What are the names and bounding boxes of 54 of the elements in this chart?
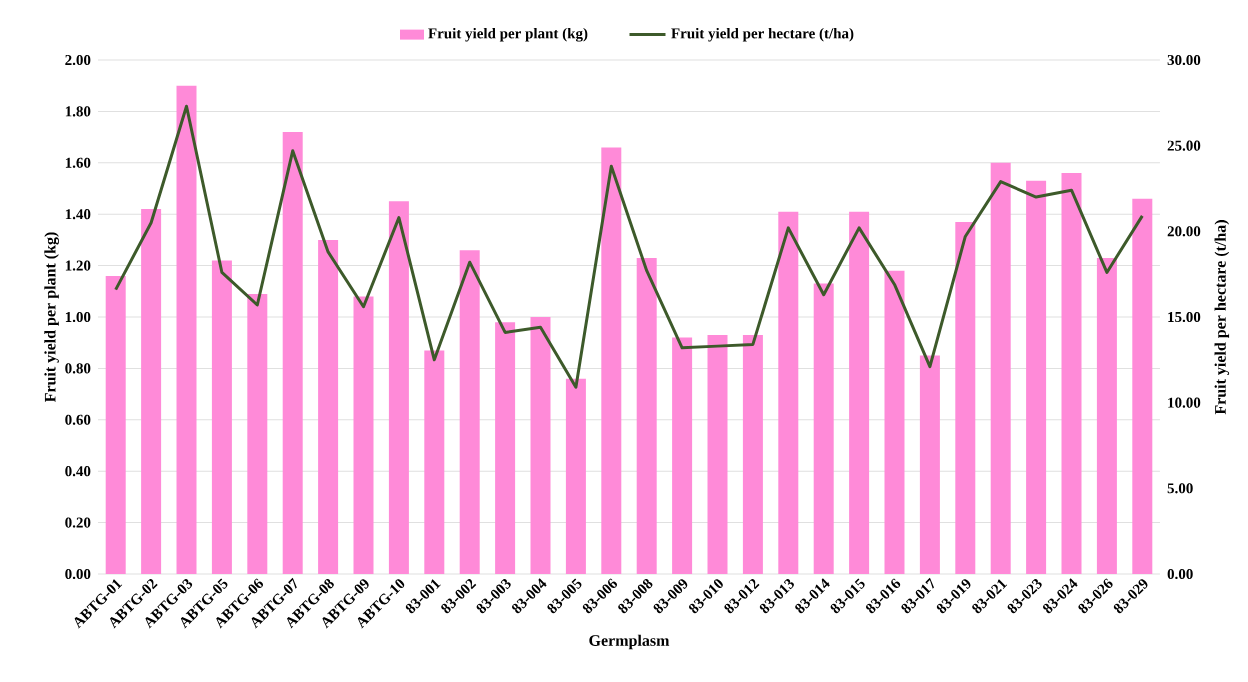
y-tick-label: 0.00 [65,568,91,580]
y2-tick-label: 20.00 [1167,226,1201,237]
bar [282,131,303,574]
x-axis-title: Germplasm [589,634,670,650]
bar [211,260,232,574]
y2-tick-label: 0.00 [1167,568,1193,580]
bar [176,85,197,574]
bar [884,270,905,574]
y-tick-label: 0.40 [65,466,91,477]
legend-label: Fruit yield per hectare (t/ha) [671,27,854,42]
y-tick-label: 1.20 [65,260,91,271]
bar [672,337,693,574]
bar [459,250,480,574]
bar [707,334,728,574]
bar [742,334,763,574]
bar [495,322,516,574]
y-tick-label: 2.00 [65,54,91,66]
y-axis-title: Fruit yield per plant (kg) [44,232,59,403]
y2-tick-label: 10.00 [1168,397,1201,408]
bar [1096,257,1117,574]
y-tick-label: 1.80 [65,106,91,117]
line-series [114,104,1144,389]
y-tick-label: 1.60 [65,157,91,168]
y-tick-label: 0.60 [65,414,91,425]
bar [955,221,976,574]
bar [565,378,586,574]
bar [1026,180,1047,574]
bar [601,147,622,574]
y2-tick-label: 15.00 [1168,311,1201,323]
bar [388,201,409,574]
y2-tick-label: 30.00 [1167,54,1201,66]
y2-axis-title: Fruit yield per hectare (t/ha) [1214,220,1230,415]
bar [813,283,834,574]
bar [424,350,445,574]
bar [990,162,1011,574]
y-tick-label: 0.80 [65,363,91,374]
y2-tick-label: 25.00 [1167,140,1201,151]
bar [530,317,551,574]
bar [919,355,940,574]
bar [353,296,374,574]
y2-tick-label: 5.00 [1167,483,1193,494]
bar [778,211,799,574]
legend-label: Fruit yield per plant (kg) [428,27,588,42]
bar [1132,198,1153,574]
bar [1061,173,1082,574]
bar [105,275,126,574]
y-tick-label: 1.00 [65,311,91,323]
bar [318,239,339,574]
bar [247,293,268,574]
y-tick-label: 0.20 [65,517,91,528]
bar [141,209,162,574]
bar [636,257,657,574]
y-tick-label: 1.40 [65,209,91,220]
bar [849,211,870,574]
